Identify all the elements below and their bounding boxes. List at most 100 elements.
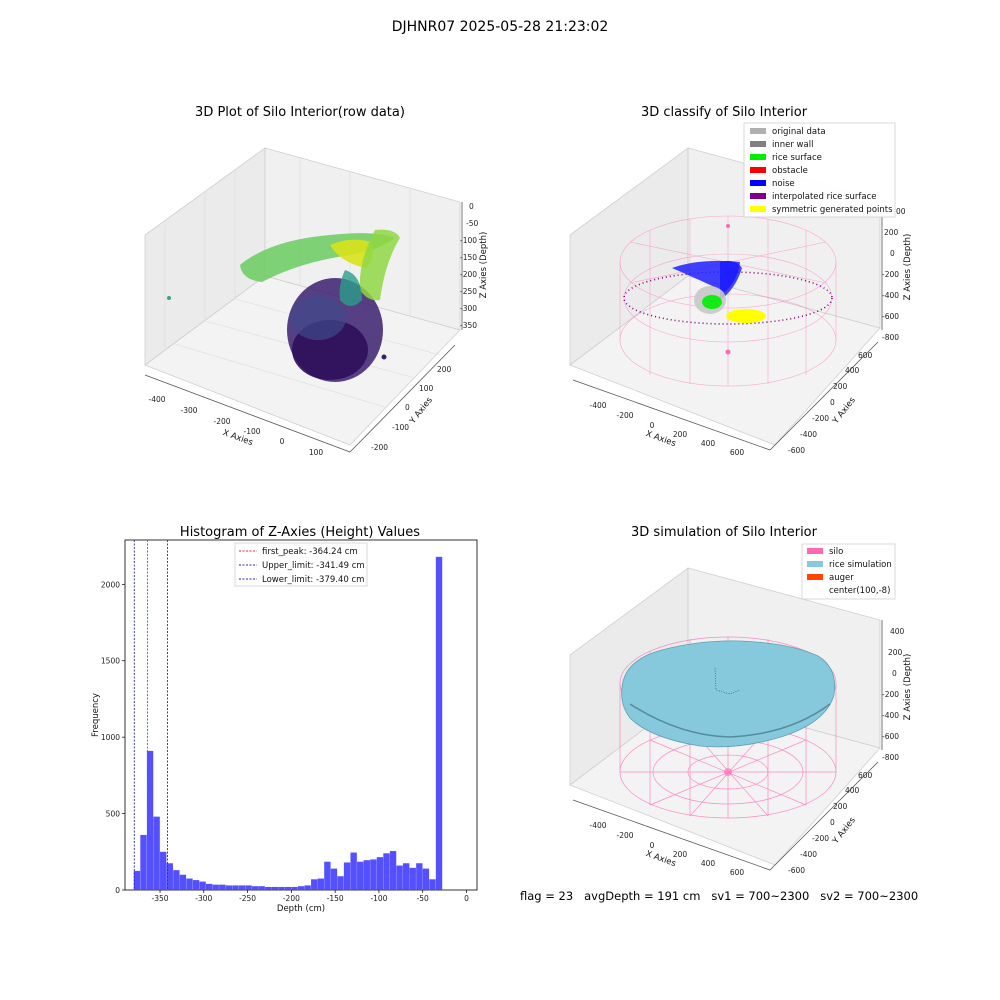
classify-ztick: -400 (882, 291, 899, 300)
histogram-bar (435, 556, 443, 890)
histogram-bar (343, 862, 351, 890)
histogram-bar (238, 885, 246, 890)
classify-xtick: 600 (730, 448, 745, 457)
raw-ytick: 100 (419, 384, 434, 393)
histogram-bar (304, 885, 311, 890)
histogram-bar (291, 886, 298, 890)
legend-upper-limit: Upper_limit: -341.49 cm (262, 561, 365, 571)
classify-ytick: -600 (788, 446, 805, 455)
histogram-ytick-label: 0 (115, 886, 120, 895)
sim-xtick: 0 (650, 841, 655, 850)
histogram-x-ticks: -350 -300 -250 -200 -150 -100 -50 0 (152, 890, 469, 903)
raw-ylabel: Y Axies (407, 395, 435, 427)
histogram-bar (192, 880, 200, 890)
classify-ytick: 0 (830, 398, 835, 407)
legend-swatch-obstacle (750, 167, 766, 173)
histogram-ytick-label: 1000 (101, 733, 120, 742)
legend-original: original data (772, 127, 826, 137)
classify-plot-panel: 3D classify of Silo Interior (569, 105, 913, 457)
sim-ztick: -800 (882, 753, 899, 762)
raw-xtick: -400 (148, 395, 165, 404)
legend-innerwall: inner wall (772, 140, 813, 150)
histogram-bar (330, 868, 338, 890)
sim-ytick: 0 (830, 818, 835, 827)
histogram-xtick-label: 0 (464, 894, 469, 903)
sim-xtick: -200 (616, 831, 633, 840)
sim-ytick: -200 (812, 834, 829, 843)
sim-rice-surface (621, 640, 836, 776)
classify-ztick: -600 (882, 312, 899, 321)
raw-z-ticks: 0 -50 -100 -150 -200 -250 -300 -350 Z Ax… (460, 202, 489, 330)
histogram-bar (265, 886, 272, 890)
histogram-bar (205, 883, 213, 890)
raw-ztick: -50 (466, 219, 478, 228)
legend-lower-limit: Lower_limit: -379.40 cm (262, 575, 364, 585)
sim-ytick: 200 (833, 802, 848, 811)
sim-ztick: -600 (882, 732, 899, 741)
histogram-xtick-label: -200 (283, 894, 300, 903)
legend-swatch-innerwall (750, 141, 766, 147)
histogram-bar (396, 865, 403, 890)
raw-ztick: -250 (460, 287, 477, 296)
histogram-ylabel: Frequency (91, 693, 101, 737)
histogram-title: Histogram of Z-Axies (Height) Values (180, 525, 420, 540)
histogram-plot-area (124, 539, 478, 891)
histogram-xtick-label: -150 (327, 894, 344, 903)
sim-xtick: 200 (673, 850, 688, 859)
classify-zlabel: Z Axies (Depth) (903, 234, 913, 301)
classify-ytick: 400 (845, 366, 860, 375)
footer-status: flag = 23 avgDepth = 191 cm sv1 = 700~23… (520, 889, 919, 903)
histogram-bar (416, 863, 423, 890)
sim-plot-title: 3D simulation of Silo Interior (631, 525, 818, 540)
raw-xtick: -100 (243, 427, 260, 436)
classify-ztick: -200 (882, 270, 899, 279)
raw-ztick: -150 (460, 253, 477, 262)
raw-ztick: 0 (469, 202, 474, 211)
classify-xtick: 200 (673, 430, 688, 439)
histogram-bar (284, 886, 292, 890)
histogram-bar (403, 863, 410, 890)
raw-zlabel: Z Axies (Depth) (479, 232, 489, 299)
legend-first-peak: first_peak: -364.24 cm (262, 547, 358, 557)
raw-xtick: -200 (213, 417, 230, 426)
legend-noise: noise (772, 179, 795, 189)
histogram-bar (140, 834, 147, 890)
sim-ztick: 400 (890, 627, 905, 636)
histogram-bar (311, 879, 318, 890)
histogram-ytick-label: 500 (106, 810, 121, 819)
histogram-bar (429, 879, 436, 890)
histogram-bar (232, 885, 239, 890)
histogram-vlines (133, 540, 168, 890)
histogram-bar (186, 878, 193, 890)
raw-ztick: -350 (460, 321, 477, 330)
sim-ytick: -400 (800, 850, 817, 859)
histogram-bar (146, 750, 154, 890)
histogram-bar (179, 874, 187, 890)
raw-ytick: -200 (371, 443, 388, 452)
histogram-bar (219, 884, 226, 890)
sim-xtick: 600 (730, 868, 745, 877)
histogram-panel: Histogram of Z-Axies (Height) Values -35… (91, 525, 478, 914)
histogram-bar (383, 853, 390, 890)
legend-ricesurface: rice surface (772, 153, 822, 163)
raw-xtick: 0 (280, 437, 285, 446)
sim-xtick: -400 (589, 821, 606, 830)
classify-xtick: 0 (650, 421, 655, 430)
legend-interpolated: interpolated rice surface (772, 192, 877, 202)
histogram-xtick-label: -50 (417, 894, 429, 903)
histogram-bar (133, 870, 141, 890)
classify-points (623, 224, 833, 355)
sim-legend: silo rice simulation auger center(100,-8… (801, 543, 896, 600)
histogram-bar (173, 870, 180, 890)
classify-legend: original data inner wall rice surface ob… (743, 122, 896, 218)
classify-xtick: -200 (616, 411, 633, 420)
raw-ztick: -300 (460, 304, 477, 313)
raw-plot-panel: 3D Plot of Silo Interior(row data) (144, 105, 489, 457)
histogram-y-ticks: 0 500 1000 1500 2000 (101, 580, 125, 895)
legend-swatch-noise (750, 180, 766, 186)
histogram-xtick-label: -300 (195, 894, 212, 903)
histogram-bar (297, 886, 305, 890)
histogram-xtick-label: -250 (239, 894, 256, 903)
legend-swatch-silo (807, 548, 823, 554)
